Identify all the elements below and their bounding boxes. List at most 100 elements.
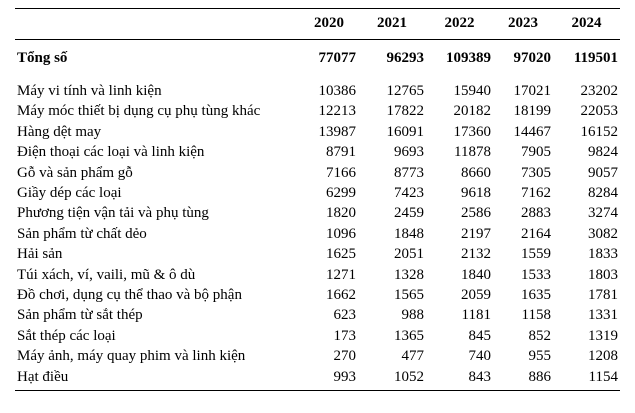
cell-value: 7423: [394, 185, 424, 202]
header-corner-cell: [15, 9, 300, 40]
cell-value: 1803: [588, 266, 618, 283]
row-label: Giầy dép các loại: [17, 185, 122, 202]
row-label: Đồ chơi, dụng cụ thể thao và bộ phận: [17, 287, 242, 304]
table-row: Hải sản 1625 2051 2132 1559 1833: [15, 244, 620, 264]
cell-value: 97020: [513, 50, 552, 66]
row-label: Máy móc thiết bị dụng cụ phụ tùng khác: [17, 103, 261, 120]
cell-value: 18199: [513, 103, 552, 120]
cell-value: 2059: [461, 287, 491, 304]
row-label: Phương tiện vận tải và phụ tùng: [17, 205, 209, 222]
column-header-year: 2020: [314, 15, 344, 31]
cell-value: 8660: [461, 164, 491, 181]
cell-value: 1840: [461, 266, 491, 283]
row-label: Sản phẩm từ chất dẻo: [17, 225, 147, 242]
cell-value: 9693: [394, 144, 424, 161]
cell-value: 740: [468, 348, 492, 365]
cell-value: 852: [528, 327, 552, 344]
table-row: Điện thoại các loại và linh kiện 8791 96…: [15, 142, 620, 162]
header-row: 2020 2021 2022 2023 2024: [15, 9, 620, 40]
cell-value: 8791: [326, 144, 356, 161]
table-row: Hạt điều 993 1052 843 886 1154: [15, 367, 620, 391]
cell-value: 2883: [521, 205, 551, 222]
total-row: Tổng số 77077 96293 109389 97020 119501: [15, 40, 620, 82]
cell-value: 9618: [461, 185, 491, 202]
cell-value: 1625: [326, 246, 356, 263]
column-header-year: 2022: [444, 15, 475, 31]
cell-value: 77077: [318, 50, 357, 66]
cell-value: 3082: [588, 225, 618, 242]
column-header-year: 2024: [571, 15, 602, 31]
cell-value: 16152: [580, 123, 619, 140]
cell-value: 270: [333, 348, 357, 365]
table-row: Đồ chơi, dụng cụ thể thao và bộ phận 166…: [15, 285, 620, 305]
cell-value: 14467: [513, 123, 552, 140]
row-label: Máy ảnh, máy quay phim và linh kiện: [17, 348, 246, 365]
cell-value: 1848: [394, 225, 424, 242]
cell-value: 1662: [326, 287, 356, 304]
table-row: Máy móc thiết bị dụng cụ phụ tùng khác 1…: [15, 101, 620, 121]
row-label: Hàng dệt may: [17, 123, 102, 140]
export-statistics-table: 2020 2021 2022 2023 2024 Tổng số 77077 9…: [15, 8, 620, 392]
cell-value: 1365: [394, 327, 424, 344]
table-row: Túi xách, ví, vaili, mũ & ô dù 1271 1328…: [15, 265, 620, 285]
cell-value: 1096: [326, 225, 356, 242]
cell-value: 1319: [588, 327, 618, 344]
table-row: Phương tiện vận tải và phụ tùng 1820 245…: [15, 203, 620, 223]
cell-value: 2197: [461, 225, 491, 242]
cell-value: 988: [401, 307, 425, 324]
cell-value: 22053: [580, 103, 619, 120]
cell-value: 6299: [326, 185, 356, 202]
cell-value: 109389: [446, 50, 491, 66]
cell-value: 1781: [588, 287, 618, 304]
cell-value: 7305: [521, 164, 551, 181]
column-header-year: 2021: [377, 15, 407, 31]
table-row: Sản phẩm từ sắt thép 623 988 1181 1158 1…: [15, 305, 620, 325]
row-label: Hạt điều: [17, 368, 69, 385]
cell-value: 2586: [461, 205, 491, 222]
cell-value: 1181: [461, 307, 491, 324]
cell-value: 1328: [394, 266, 424, 283]
cell-value: 17822: [386, 103, 425, 120]
table-row: Hàng dệt may 13987 16091 17360 14467 161…: [15, 122, 620, 142]
cell-value: 13987: [318, 123, 357, 140]
table-row: Sản phẩm từ chất dẻo 1096 1848 2197 2164…: [15, 224, 620, 244]
cell-value: 843: [468, 368, 492, 385]
cell-value: 20182: [453, 103, 492, 120]
table-row: Gỗ và sản phẩm gỗ 7166 8773 8660 7305 90…: [15, 163, 620, 183]
row-label: Gỗ và sản phẩm gỗ: [17, 164, 133, 181]
cell-value: 1052: [394, 368, 424, 385]
cell-value: 16091: [386, 123, 425, 140]
table-row: Máy ảnh, máy quay phim và linh kiện 270 …: [15, 346, 620, 366]
row-label: Sắt thép các loại: [17, 327, 116, 344]
cell-value: 11878: [454, 144, 491, 161]
cell-value: 1559: [521, 246, 551, 263]
cell-value: 15940: [453, 83, 492, 99]
cell-value: 10386: [318, 83, 357, 99]
cell-value: 1271: [326, 266, 356, 283]
cell-value: 23202: [580, 83, 619, 99]
column-header-year: 2023: [508, 15, 538, 31]
cell-value: 1154: [588, 368, 618, 385]
table-row: Giầy dép các loại 6299 7423 9618 7162 82…: [15, 183, 620, 203]
cell-value: 3274: [588, 205, 618, 222]
cell-value: 886: [528, 368, 552, 385]
cell-value: 845: [468, 327, 492, 344]
row-label: Sản phẩm từ sắt thép: [17, 307, 143, 324]
cell-value: 477: [401, 348, 425, 365]
row-label: Máy vi tính và linh kiện: [17, 83, 162, 99]
cell-value: 8284: [588, 185, 618, 202]
table-row: Sắt thép các loại 173 1365 845 852 1319: [15, 326, 620, 346]
cell-value: 7166: [326, 164, 356, 181]
cell-value: 2459: [394, 205, 424, 222]
row-label: Tổng số: [17, 50, 68, 66]
row-label: Hải sản: [17, 246, 63, 263]
cell-value: 2132: [461, 246, 491, 263]
cell-value: 2051: [394, 246, 424, 263]
cell-value: 623: [333, 307, 357, 324]
cell-value: 8773: [394, 164, 424, 181]
cell-value: 96293: [386, 50, 425, 66]
table-row: Máy vi tính và linh kiện 10386 12765 159…: [15, 81, 620, 101]
cell-value: 955: [528, 348, 552, 365]
cell-value: 7905: [521, 144, 551, 161]
